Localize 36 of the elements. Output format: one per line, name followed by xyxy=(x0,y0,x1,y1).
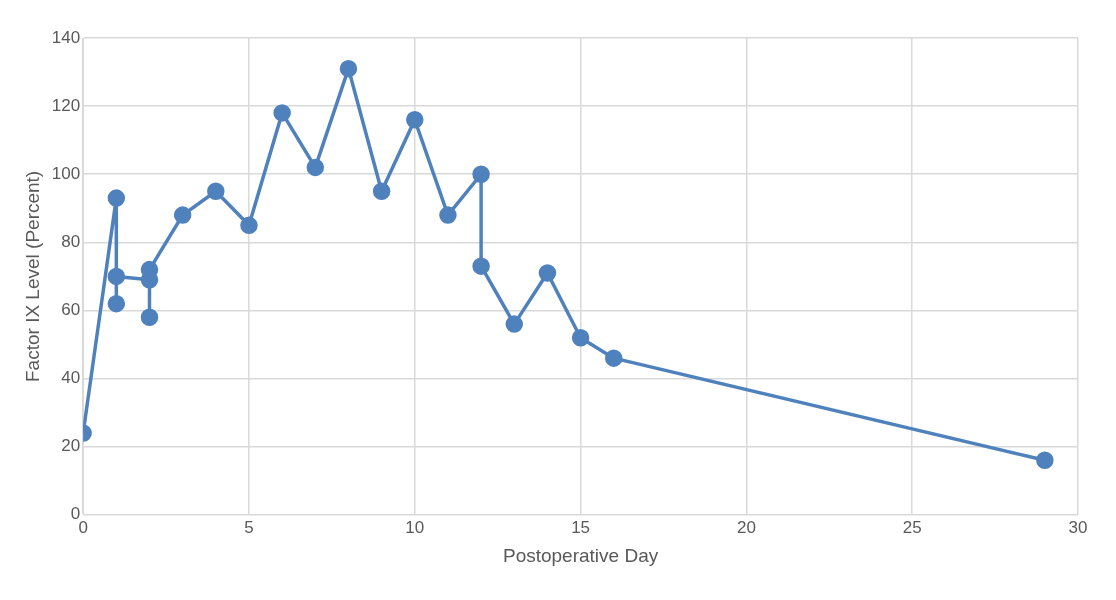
point xyxy=(107,294,126,313)
point xyxy=(538,264,557,282)
point xyxy=(1036,451,1054,470)
point xyxy=(571,328,590,347)
point xyxy=(406,110,424,129)
x-tick-label: 25 xyxy=(902,517,922,537)
y-tick-label: 20 xyxy=(61,436,81,456)
x-tick-label: 5 xyxy=(244,517,254,537)
point xyxy=(339,59,358,78)
point xyxy=(472,257,490,275)
point xyxy=(306,158,325,177)
x-tick-label: 15 xyxy=(571,517,591,537)
point xyxy=(505,315,524,333)
point xyxy=(240,216,258,235)
point xyxy=(273,104,291,122)
y-tick-label: 40 xyxy=(61,368,81,388)
point xyxy=(439,206,457,224)
y-tick-label: 80 xyxy=(61,232,81,252)
point xyxy=(472,165,490,183)
x-tick-label: 30 xyxy=(1068,517,1088,537)
point xyxy=(107,267,126,286)
point xyxy=(140,308,159,327)
y-tick-label: 0 xyxy=(70,504,81,524)
x-tick-label: 10 xyxy=(405,517,425,537)
y-axis-title: Factor IX Level (Percent) xyxy=(21,170,43,382)
y-tick-label: 120 xyxy=(51,95,81,115)
x-axis-title: Postoperative Day xyxy=(502,544,659,566)
point xyxy=(207,182,225,201)
point xyxy=(604,349,623,367)
x-tick-label: 20 xyxy=(736,517,756,537)
point xyxy=(173,206,192,224)
y-tick-label: 100 xyxy=(51,163,81,183)
point xyxy=(107,189,126,207)
y-tick-label: 60 xyxy=(61,300,81,320)
point xyxy=(372,182,391,201)
y-tick-label: 140 xyxy=(51,27,81,47)
